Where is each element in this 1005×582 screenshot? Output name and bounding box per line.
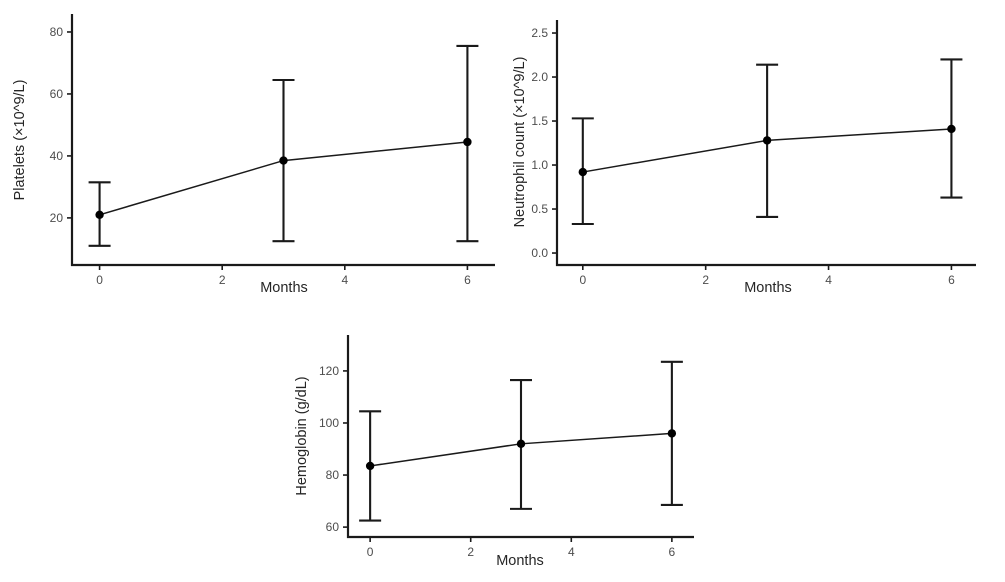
hemoglobin-plot: 60 80 100 120 0 2 4 6 (319, 335, 694, 559)
x-tick-label: 4 (341, 273, 348, 287)
x-tick-label: 2 (702, 273, 709, 287)
hemoglobin-chart-panel: 60 80 100 120 0 2 4 6 Hemoglobin (g/dL) Months (280, 300, 760, 582)
neutrophil-chart-panel: 0.0 0.5 1.0 1.5 2.0 2.5 0 2 4 6 Neutrophil count … (500, 0, 1005, 300)
hemoglobin-y-axis-title: Hemoglobin (g/dL) (294, 376, 310, 496)
hemoglobin-x-axis-title: Months (496, 553, 544, 569)
data-point (463, 137, 472, 147)
platelets-x-axis-title: Months (260, 280, 308, 296)
data-point (762, 136, 772, 145)
data-point (947, 124, 956, 134)
data-point (279, 156, 288, 165)
y-tick-label: 60 (326, 520, 340, 534)
neutrophil-x-axis-title: Months (744, 280, 792, 296)
x-tick-label: 6 (464, 273, 471, 287)
data-point (95, 210, 104, 219)
neutrophil-plot: 0.0 0.5 1.0 1.5 2.0 2.5 0 2 4 6 (531, 20, 976, 287)
x-tick-label: 0 (367, 545, 374, 559)
x-tick-label: 2 (219, 273, 226, 287)
platelets-plot: 20 40 60 80 0 2 4 6 (50, 14, 495, 287)
x-tick-label: 0 (96, 273, 103, 287)
y-tick-label: 1.5 (531, 114, 548, 128)
y-tick-label: 60 (50, 87, 64, 101)
y-tick-label: 100 (319, 416, 339, 430)
y-tick-label: 1.0 (531, 158, 548, 172)
platelets-y-axis-title: Platelets (×10^9/L) (12, 79, 28, 201)
y-tick-label: 0.0 (531, 246, 548, 260)
neutrophil-y-axis-title: Neutrophil count (×10^9/L) (512, 56, 528, 228)
data-point (578, 167, 588, 177)
y-tick-label: 2.0 (531, 70, 548, 84)
y-tick-label: 120 (319, 364, 339, 378)
data-point (667, 429, 677, 438)
y-tick-label: 20 (50, 211, 64, 225)
y-tick-label: 80 (326, 468, 340, 482)
y-tick-label: 0.5 (531, 202, 548, 216)
y-tick-label: 40 (50, 149, 64, 163)
y-tick-label: 2.5 (531, 26, 548, 40)
x-tick-label: 2 (467, 545, 474, 559)
data-point (516, 439, 526, 449)
x-tick-label: 4 (568, 545, 575, 559)
x-tick-label: 0 (579, 273, 586, 287)
x-tick-label: 6 (669, 545, 676, 559)
x-tick-label: 4 (825, 273, 832, 287)
platelets-chart-panel: 20 40 60 80 0 2 4 6 Platelets (×10^9/L) Months (0, 0, 500, 300)
x-tick-label: 6 (948, 273, 955, 287)
data-point (365, 461, 375, 471)
y-tick-label: 80 (50, 25, 64, 39)
